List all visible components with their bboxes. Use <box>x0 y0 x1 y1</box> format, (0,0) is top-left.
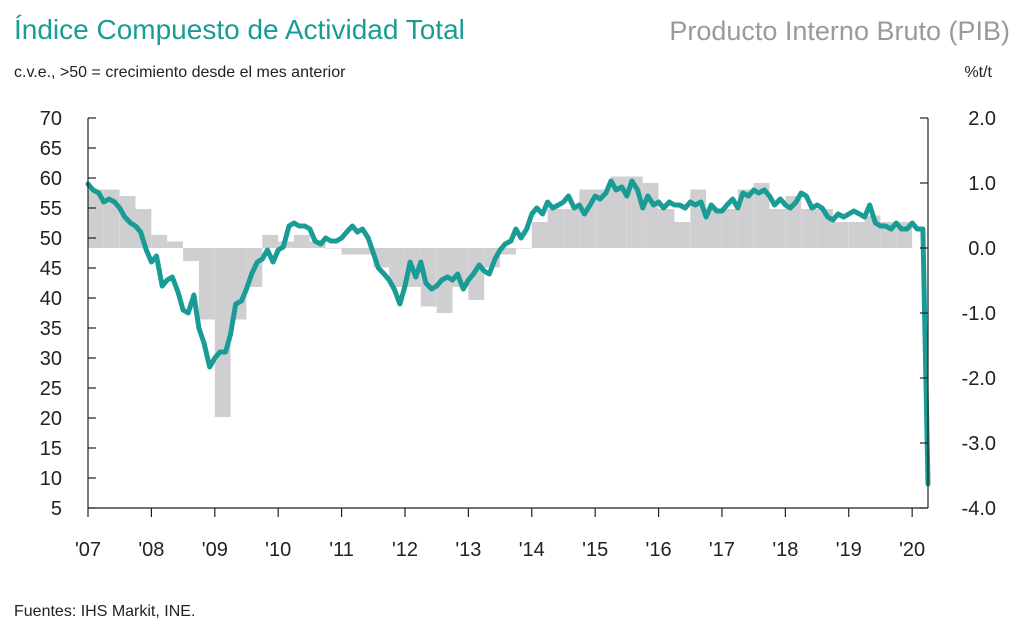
right-tick-label: 2.0 <box>968 108 996 130</box>
gdp-bar <box>135 209 152 248</box>
gdp-bar <box>563 209 580 248</box>
left-tick-label: 45 <box>40 258 62 280</box>
gdp-bar <box>262 235 279 248</box>
x-tick-label: '17 <box>709 539 735 561</box>
x-tick-label: '13 <box>455 539 481 561</box>
left-tick-label: 55 <box>40 198 62 220</box>
left-tick-label: 60 <box>40 168 62 190</box>
gdp-bar <box>214 248 231 417</box>
x-tick-label: '11 <box>329 539 354 561</box>
right-tick-label: -1.0 <box>962 303 996 325</box>
gdp-bar <box>183 248 199 261</box>
gdp-bars <box>88 176 913 417</box>
gdp-bar <box>674 222 691 248</box>
x-tick-label: '14 <box>519 539 545 561</box>
chart-ticks: 70 65 60 55 50 45 40 35 30 25 20 15 10 5 2.0 1.0 0.0 -1.0… <box>40 108 996 561</box>
gdp-bar <box>198 248 215 320</box>
chart-subtitle: c.v.e., >50 = crecimiento desde el mes a… <box>14 64 346 81</box>
left-tick-label: 15 <box>40 438 62 460</box>
gdp-bar <box>658 209 675 248</box>
pmi-line-series <box>85 178 931 487</box>
left-tick-label: 70 <box>40 108 62 130</box>
gdp-bar <box>611 176 627 248</box>
gdp-bar <box>341 248 358 255</box>
x-tick-label: '20 <box>899 539 925 561</box>
left-tick-label: 10 <box>40 468 62 490</box>
right-axis-unit: %t/t <box>964 64 992 81</box>
right-tick-label: 1.0 <box>968 173 996 195</box>
gdp-bar <box>753 183 770 248</box>
gdp-bar <box>769 209 786 248</box>
right-tick-label: 0.0 <box>968 238 996 260</box>
source-note: Fuentes: IHS Markit, INE. <box>14 603 196 620</box>
right-tick-label: -2.0 <box>962 368 996 390</box>
gdp-bar <box>357 248 374 255</box>
x-tick-label: '10 <box>265 539 291 561</box>
left-tick-label: 5 <box>51 498 62 520</box>
x-tick-label: '12 <box>392 539 418 561</box>
gdp-bar <box>642 183 659 248</box>
gdp-bar <box>595 189 611 248</box>
left-tick-label: 30 <box>40 348 62 370</box>
gdp-bar <box>151 235 168 248</box>
right-tick-label: -3.0 <box>962 433 996 455</box>
right-series-title: Producto Interno Bruto (PIB) <box>669 16 1010 46</box>
left-tick-label: 20 <box>40 408 62 430</box>
gdp-bar <box>848 222 865 248</box>
x-tick-label: '07 <box>75 539 101 561</box>
chart-title: Índice Compuesto de Actividad Total <box>14 14 465 45</box>
x-tick-label: '08 <box>138 539 164 561</box>
pmi-line <box>85 178 931 487</box>
gdp-bar <box>515 248 532 249</box>
left-tick-label: 35 <box>40 318 62 340</box>
right-tick-label: -4.0 <box>962 498 996 520</box>
left-tick-label: 25 <box>40 378 62 400</box>
gdp-bar <box>722 209 738 248</box>
x-tick-label: '19 <box>836 539 862 561</box>
x-tick-label: '15 <box>582 539 608 561</box>
gdp-bar <box>706 209 722 248</box>
gdp-bar <box>547 209 564 248</box>
gdp-bar <box>420 248 437 307</box>
gdp-bar <box>690 189 707 248</box>
x-tick-label: '09 <box>202 539 228 561</box>
left-tick-label: 50 <box>40 228 62 250</box>
gdp-bar <box>832 222 849 248</box>
gdp-bar <box>500 248 516 255</box>
gdp-bar <box>801 209 817 248</box>
gdp-bar <box>531 222 548 248</box>
left-tick-label: 40 <box>40 288 62 310</box>
gdp-bar <box>167 241 183 248</box>
gdp-bar <box>389 248 405 287</box>
x-tick-label: '18 <box>772 539 798 561</box>
gdp-bar <box>88 189 104 248</box>
left-tick-label: 65 <box>40 138 62 160</box>
gdp-bar <box>325 248 342 249</box>
x-tick-label: '16 <box>646 539 672 561</box>
gdp-bar <box>294 235 310 248</box>
